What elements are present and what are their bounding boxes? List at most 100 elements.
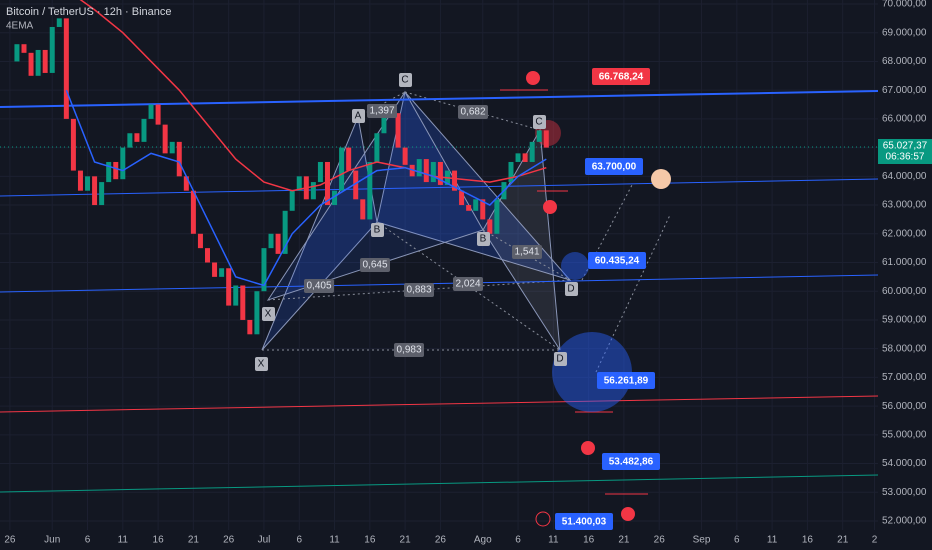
candle [14, 44, 20, 62]
candle [35, 49, 41, 76]
candle [430, 161, 436, 183]
candle [169, 141, 175, 154]
y-tick-label: 61.000,00 [882, 257, 927, 268]
price-tag: 53.482,86 [609, 457, 654, 468]
candle [522, 153, 528, 162]
target-lines [500, 89, 648, 495]
trend-line [0, 395, 878, 413]
candle [536, 130, 542, 142]
x-tick-label: 11 [548, 535, 559, 546]
x-tick-label: 6 [85, 535, 91, 546]
y-tick-label: 70.000,00 [882, 0, 927, 10]
current-price-box [878, 139, 932, 164]
candle [324, 161, 330, 206]
candle [487, 219, 493, 234]
ratio-label: 0,645 [362, 260, 387, 271]
candle [56, 18, 62, 27]
x-tick-label: 16 [802, 535, 814, 546]
current-price: 65.027,37 [883, 141, 928, 152]
x-tick-label: 2 [872, 535, 878, 546]
candle [317, 161, 323, 183]
y-tick-label: 59.000,00 [882, 315, 927, 326]
candle [466, 205, 472, 211]
price-tag: 66.768,24 [599, 72, 644, 83]
candle [205, 248, 211, 263]
candle [332, 190, 338, 206]
x-tick-label: Jun [44, 535, 60, 546]
x-tick-label: 26 [223, 535, 235, 546]
ratio-label: 0,405 [306, 281, 331, 292]
zone-circle [552, 332, 632, 412]
candle [310, 182, 316, 200]
candle [127, 133, 133, 148]
pattern-fill [376, 90, 572, 281]
stop-icon [543, 200, 557, 214]
x-tick-label: 6 [515, 535, 521, 546]
candles [14, 0, 549, 335]
candle [197, 233, 203, 249]
candle [183, 176, 189, 191]
candle [155, 104, 161, 125]
zone-circle [561, 252, 589, 280]
y-tick-label: 58.000,00 [882, 343, 927, 354]
x-tick-label: 21 [837, 535, 849, 546]
candle [289, 190, 295, 211]
candle [190, 190, 196, 234]
y-tick-label: 62.000,00 [882, 228, 927, 239]
ratio-label: 2,024 [455, 279, 480, 290]
x-tick-label: 11 [329, 535, 340, 546]
drawings [0, 71, 878, 527]
candle [247, 319, 253, 335]
point-label: C [535, 117, 542, 128]
x-tick-label: 21 [618, 535, 630, 546]
x-tick-label: 21 [188, 535, 200, 546]
point-labels: X A B C D X B C D [255, 73, 578, 371]
candle [226, 268, 232, 306]
y-tick-label: 69.000,00 [882, 27, 927, 38]
y-tick-label: 53.000,00 [882, 487, 927, 498]
candle [176, 141, 182, 177]
price-tag: 51.400,03 [562, 517, 607, 528]
y-tick-label: 56.000,00 [882, 401, 927, 412]
candle [63, 18, 69, 119]
x-tick-label: Jul [258, 535, 271, 546]
candle [452, 170, 458, 191]
candle [162, 124, 168, 154]
x-tick-label: 26 [4, 535, 16, 546]
candle [353, 170, 359, 200]
x-tick-label: 26 [654, 535, 666, 546]
candle [529, 141, 535, 162]
y-tick-label: 64.000,00 [882, 171, 927, 182]
candle [416, 159, 422, 177]
candle [437, 161, 443, 185]
countdown: 06:36:57 [886, 152, 925, 163]
point-label: D [567, 284, 574, 295]
arrow-line [595, 214, 671, 373]
y-tick-label: 63.000,00 [882, 200, 927, 211]
candle [134, 133, 140, 142]
x-tick-label: 6 [296, 535, 302, 546]
x-tick-label: 11 [767, 535, 778, 546]
candle [233, 285, 239, 306]
x-tick-label: 6 [734, 535, 740, 546]
candle [402, 147, 408, 165]
x-tick-label: 26 [435, 535, 447, 546]
candle [28, 52, 34, 76]
stop-icons [526, 71, 635, 521]
candle [275, 233, 281, 254]
ratio-label: 0,682 [460, 107, 485, 118]
point-label: X [265, 309, 272, 320]
candle [381, 104, 387, 134]
candle [346, 147, 352, 171]
candle [240, 285, 246, 320]
y-tick-label: 67.000,00 [882, 85, 927, 96]
point-label: D [556, 354, 563, 365]
candle [374, 133, 380, 162]
point-label: A [355, 111, 362, 122]
indicator-label: 4EMA [6, 21, 34, 32]
price-axis [878, 0, 932, 550]
candle [42, 49, 48, 73]
candle [473, 199, 479, 211]
candle [219, 268, 225, 277]
ratio-label: 0,883 [406, 285, 431, 296]
